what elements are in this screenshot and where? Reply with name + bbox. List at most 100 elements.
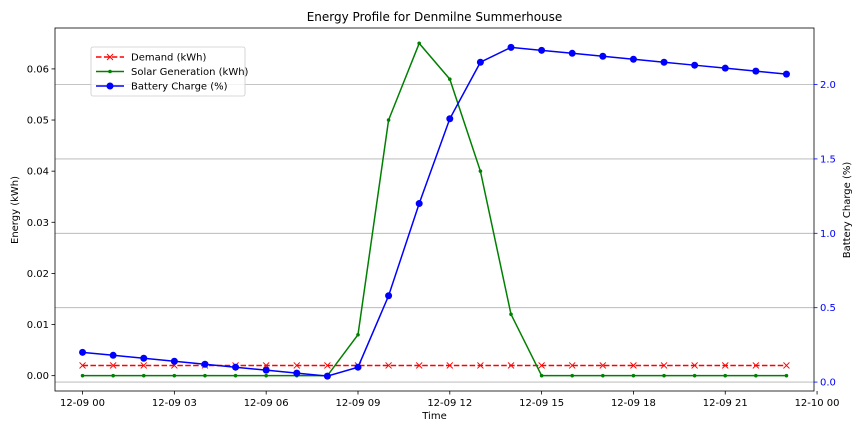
battery-marker [568, 49, 576, 57]
series-layer [79, 41, 790, 380]
y-tick-label-right: 1.0 [820, 229, 836, 240]
y-tick-label-right: 0.5 [820, 303, 836, 314]
y-tick-label-right: 1.5 [820, 154, 836, 165]
y-tick-label-right: 2.0 [820, 80, 836, 91]
plot-frame [54, 27, 815, 392]
demand-marker [415, 362, 423, 369]
x-tick-label: 12-09 03 [152, 398, 197, 409]
x-tick-label: 12-09 12 [427, 398, 472, 409]
battery-marker [538, 46, 546, 54]
battery-marker [106, 82, 114, 90]
demand-marker [691, 362, 698, 369]
y-tick-label-right: 0.0 [820, 378, 836, 389]
battery-line [82, 46, 787, 377]
solar-marker [631, 373, 636, 378]
battery-marker [415, 200, 423, 208]
legend-demand-label: Demand (kWh) [131, 53, 207, 64]
battery-marker [446, 115, 454, 123]
solar-marker [509, 312, 513, 317]
y-axis-label-right: Battery Charge (%) [842, 162, 853, 259]
battery-marker [752, 67, 760, 75]
legend-box [90, 46, 246, 97]
solar-marker [723, 373, 728, 378]
demand-marker [446, 362, 454, 369]
solar-marker [754, 373, 758, 378]
solar-marker [784, 373, 789, 378]
y-tick-label-left: 0.04 [27, 167, 49, 178]
y-axis-label-left: Energy (kWh) [10, 176, 21, 244]
x-tick-label: 12-10 00 [795, 398, 840, 409]
x-tick-label: 12-09 15 [519, 398, 564, 409]
battery-marker [691, 61, 699, 69]
battery-marker [660, 58, 668, 66]
battery-marker [170, 357, 178, 365]
demand-marker [660, 362, 668, 369]
x-tick-label: 12-09 06 [244, 398, 289, 409]
battery-marker [79, 348, 87, 356]
solar-marker [539, 373, 544, 378]
solar-line [82, 41, 787, 377]
legend-battery: Battery Charge (%) [96, 82, 228, 93]
battery-marker [721, 64, 729, 72]
y-tick-label-left: 0.05 [27, 116, 49, 127]
battery-marker [323, 372, 331, 380]
battery-line-group [79, 43, 790, 380]
solar-marker [448, 77, 452, 81]
x-tick-label: 12-09 00 [60, 398, 105, 409]
legend: Demand (kWh) Solar Generation (kWh) Batter… [90, 46, 249, 97]
battery-marker [385, 292, 393, 300]
demand-marker [324, 362, 331, 369]
solar-marker [662, 373, 666, 378]
x-tick-label: 12-09 09 [336, 398, 381, 409]
demand-marker [477, 362, 484, 369]
solar-marker [233, 373, 238, 378]
demand-marker [783, 362, 790, 369]
y-tick-label-left: 0.00 [27, 371, 49, 382]
y-tick-label-left: 0.01 [27, 320, 49, 331]
solar-marker [356, 332, 360, 337]
demand-marker [721, 362, 729, 369]
solar-marker [80, 373, 85, 378]
battery-marker [354, 363, 362, 371]
legend-solar: Solar Generation (kWh) [96, 67, 249, 78]
demand-marker [507, 362, 515, 369]
x-tick-label: 12-09 18 [611, 398, 656, 409]
x-tick-label: 12-09 21 [703, 398, 748, 409]
solar-marker [417, 41, 421, 46]
solar-marker [478, 169, 483, 173]
battery-marker [599, 52, 607, 60]
battery-marker [629, 55, 637, 63]
y-tick-label-left: 0.02 [27, 269, 49, 280]
demand-line-group [79, 362, 790, 369]
demand-marker [599, 362, 607, 369]
demand-marker [106, 53, 114, 61]
solar-marker [601, 373, 605, 378]
demand-marker [140, 362, 148, 369]
demand-marker [385, 362, 392, 369]
battery-marker [109, 351, 117, 359]
demand-marker [79, 362, 86, 369]
battery-marker [782, 70, 790, 78]
chart-title: Energy Profile for Denmilne Summerhouse [307, 10, 563, 24]
battery-marker [476, 58, 484, 66]
battery-marker [262, 366, 270, 374]
solar-marker [141, 373, 146, 378]
demand-marker [568, 362, 576, 369]
solar-marker [111, 373, 115, 378]
battery-marker [201, 360, 209, 368]
demand-marker [538, 362, 545, 369]
solar-marker [108, 69, 112, 74]
demand-marker [293, 362, 301, 369]
solar-marker [203, 373, 207, 378]
solar-marker [570, 373, 575, 378]
y-tick-label-left: 0.03 [27, 218, 49, 229]
solar-marker [264, 373, 268, 378]
axis-layer: 0.00 0.01 0.02 0.03 0.04 0.05 0.06 0.0 0.5 1.0 1.5… [27, 64, 840, 409]
solar-marker [386, 118, 391, 122]
grid-lines [55, 84, 814, 383]
solar-marker [172, 373, 177, 378]
battery-marker [232, 363, 240, 371]
demand-marker [752, 362, 760, 369]
legend-demand: Demand (kWh) [96, 53, 207, 64]
